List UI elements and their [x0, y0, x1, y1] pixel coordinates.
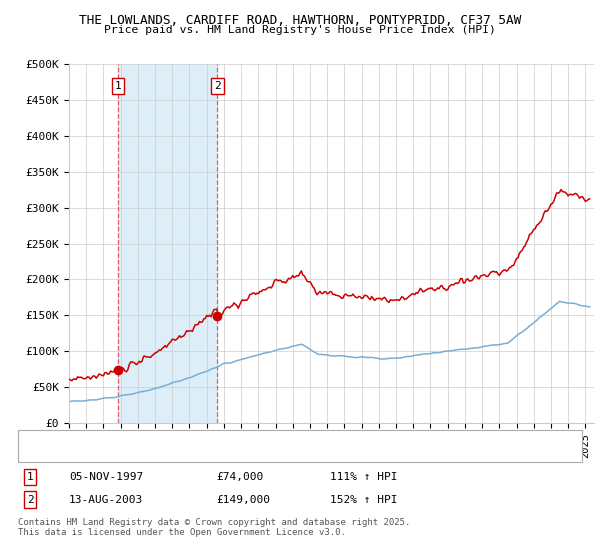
Text: £149,000: £149,000 — [216, 494, 270, 505]
Text: Contains HM Land Registry data © Crown copyright and database right 2025.
This d: Contains HM Land Registry data © Crown c… — [18, 518, 410, 537]
Text: 1: 1 — [115, 81, 121, 91]
Text: 13-AUG-2003: 13-AUG-2003 — [69, 494, 143, 505]
Text: 152% ↑ HPI: 152% ↑ HPI — [330, 494, 398, 505]
Text: 2: 2 — [214, 81, 221, 91]
Text: ─────: ───── — [27, 447, 65, 460]
Text: 1: 1 — [26, 472, 34, 482]
Text: 111% ↑ HPI: 111% ↑ HPI — [330, 472, 398, 482]
Text: Price paid vs. HM Land Registry's House Price Index (HPI): Price paid vs. HM Land Registry's House … — [104, 25, 496, 35]
Text: 2: 2 — [26, 494, 34, 505]
Text: THE LOWLANDS, CARDIFF ROAD, HAWTHORN, PONTYPRIDD, CF37 5AW (semi-detached house): THE LOWLANDS, CARDIFF ROAD, HAWTHORN, PO… — [63, 434, 523, 443]
Text: THE LOWLANDS, CARDIFF ROAD, HAWTHORN, PONTYPRIDD, CF37 5AW: THE LOWLANDS, CARDIFF ROAD, HAWTHORN, PO… — [79, 14, 521, 27]
Text: 05-NOV-1997: 05-NOV-1997 — [69, 472, 143, 482]
Text: £74,000: £74,000 — [216, 472, 263, 482]
Text: ─────: ───── — [27, 432, 65, 445]
Text: HPI: Average price, semi-detached house, Rhondda Cynon Taf: HPI: Average price, semi-detached house,… — [63, 449, 397, 459]
Bar — [118, 64, 217, 423]
